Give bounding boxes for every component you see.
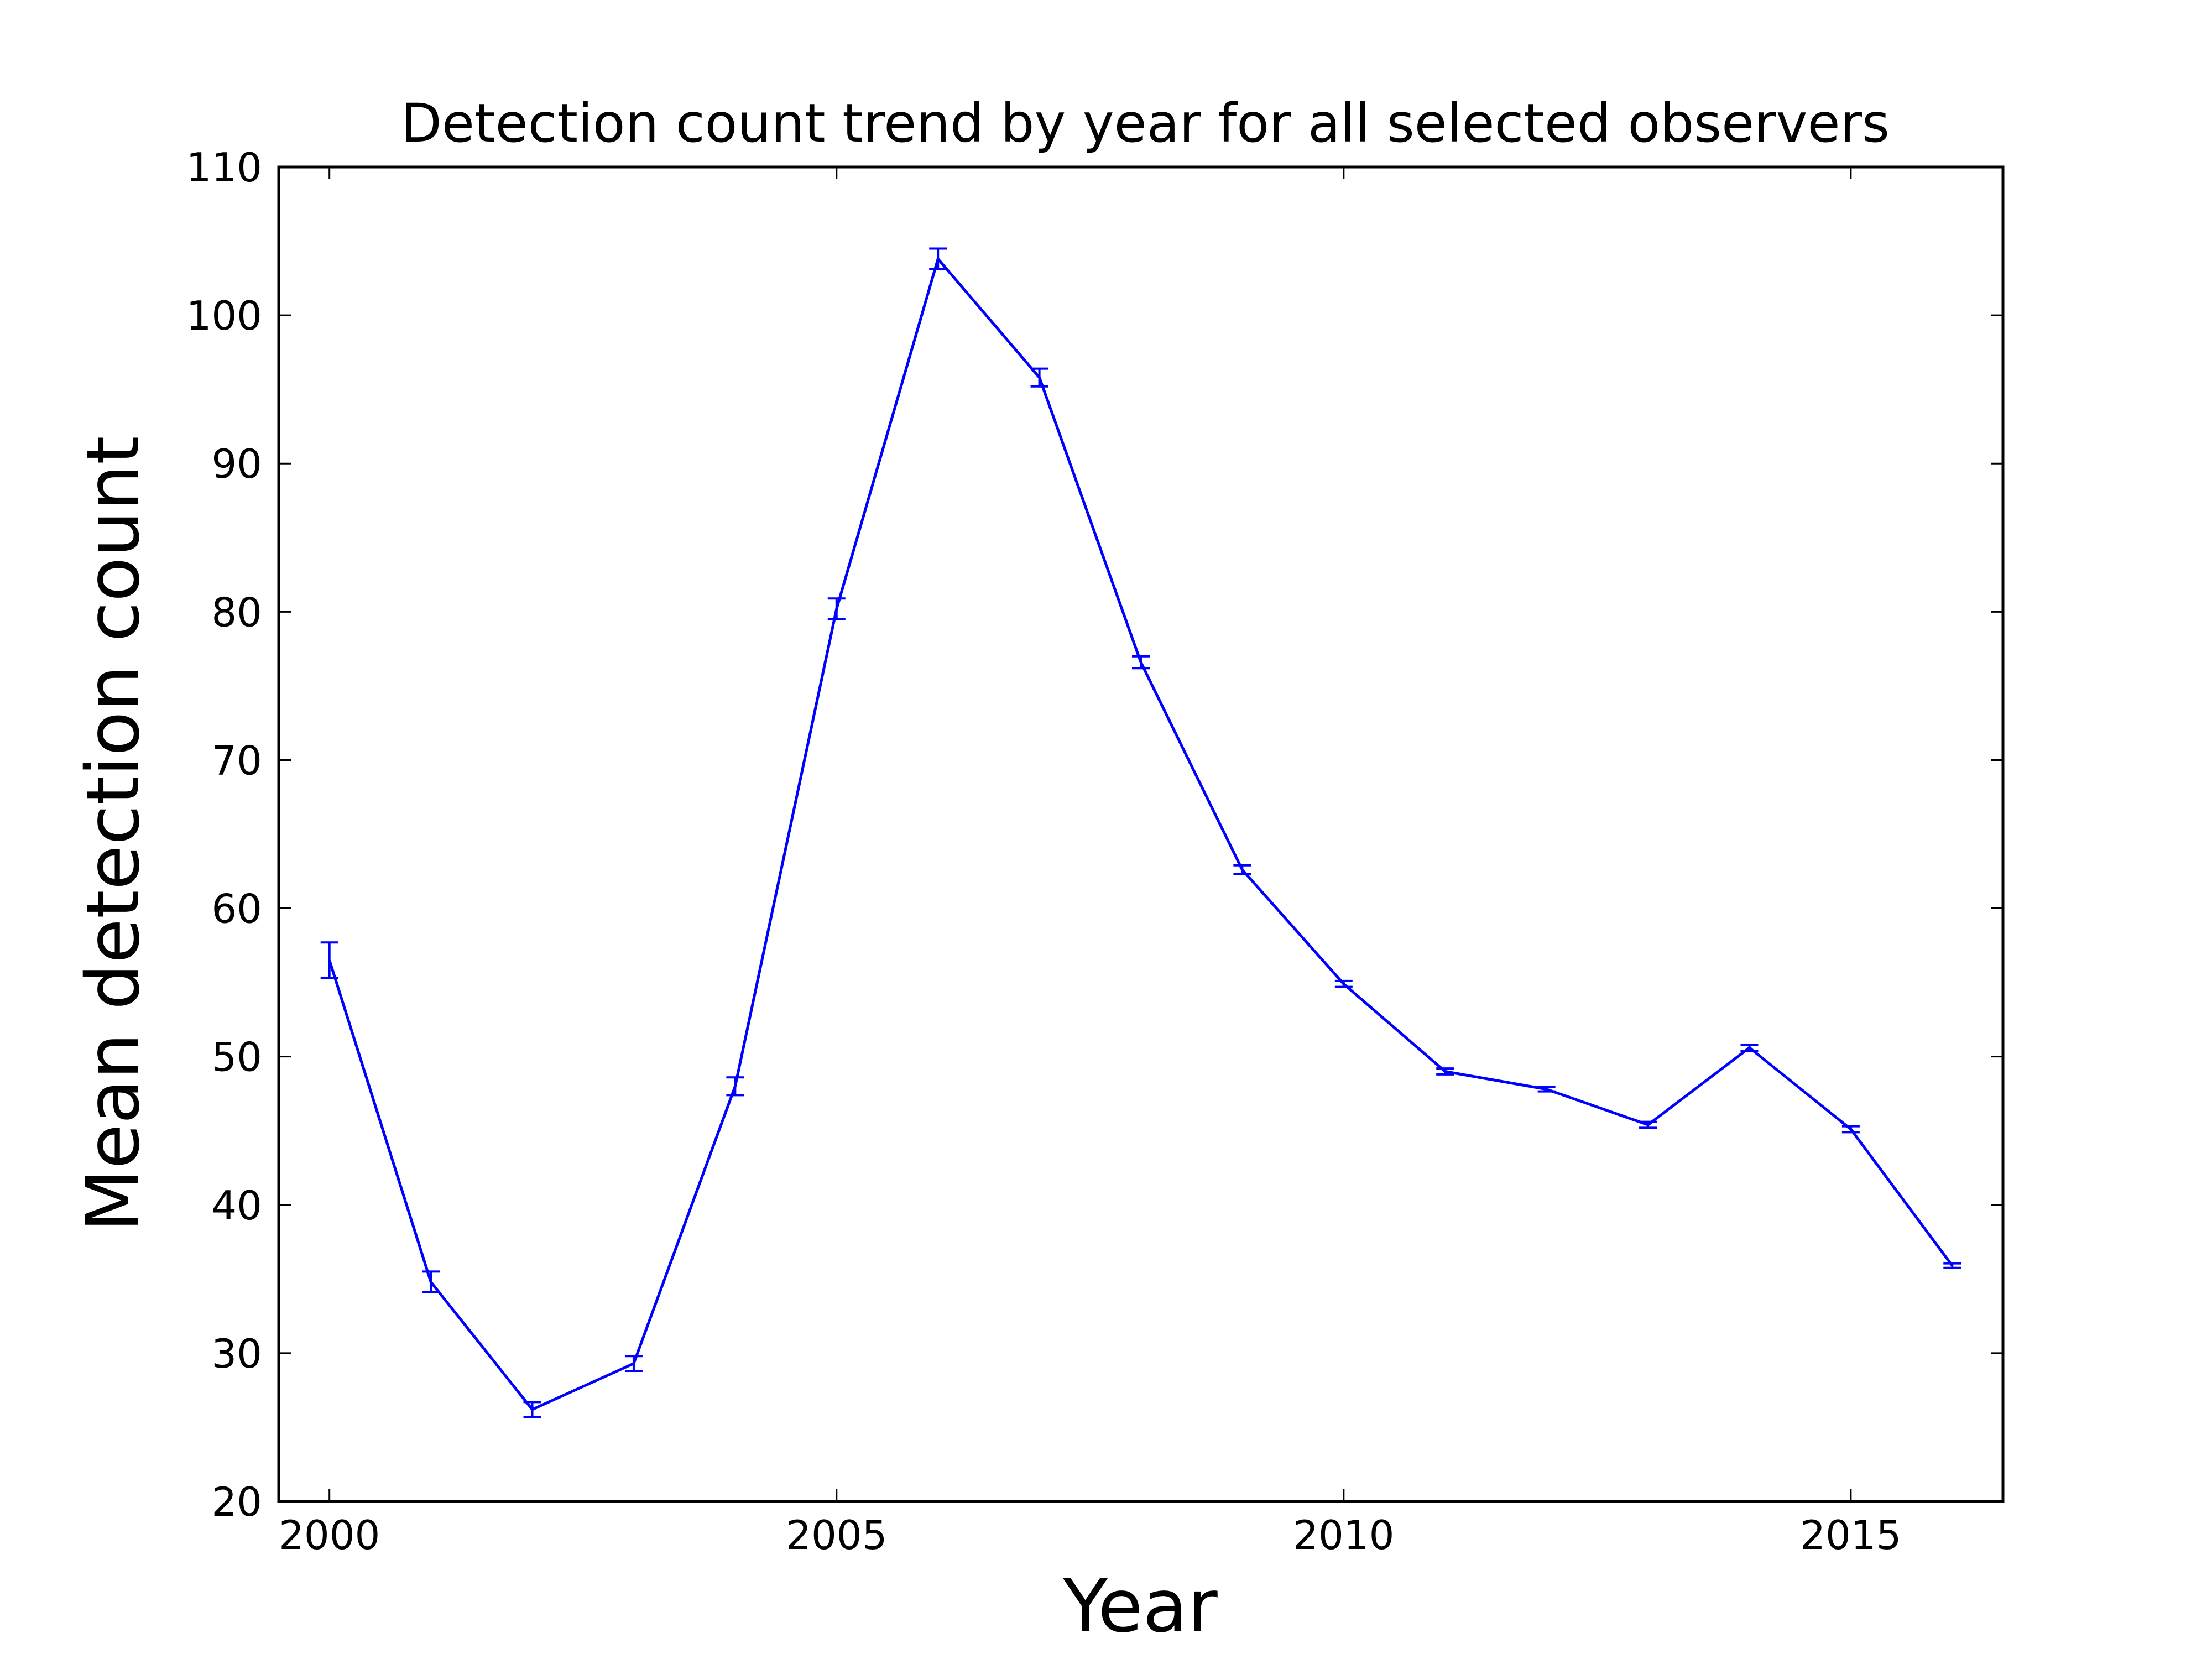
data-point (320, 941, 338, 979)
y-tick-label: 80 (211, 589, 262, 635)
plot-area (320, 247, 1961, 1418)
data-point (523, 1401, 541, 1418)
y-tick-label: 90 (211, 441, 262, 487)
y-tick-label: 100 (186, 293, 262, 339)
y-tick-label: 60 (211, 886, 262, 932)
data-point (827, 597, 846, 620)
x-axis-label: Year (1062, 1564, 1218, 1649)
x-tick-label: 2000 (279, 1512, 380, 1558)
data-point (1233, 864, 1251, 875)
data-point (1132, 655, 1150, 670)
x-tick-label: 2005 (786, 1512, 887, 1558)
x-tick-label: 2015 (1800, 1512, 1901, 1558)
data-point (624, 1355, 643, 1373)
y-tick-label: 110 (186, 144, 262, 191)
data-point (726, 1076, 744, 1097)
x-tick-label: 2010 (1293, 1512, 1394, 1558)
y-tick-label: 70 (211, 737, 262, 784)
y-tick-label: 40 (211, 1182, 262, 1229)
axes-frame (277, 165, 2005, 1503)
data-point (929, 247, 947, 270)
data-point (1740, 1044, 1759, 1052)
data-point (1334, 979, 1353, 988)
data-point (1943, 1262, 1961, 1269)
data-point (422, 1270, 440, 1293)
chart-title: Detection count trend by year for all se… (401, 92, 1890, 154)
data-point (1436, 1067, 1454, 1076)
axis-ticks: 2000 2005 2010 2015 20 30 40 50 60 70 80 90 100 110 (186, 144, 2003, 1558)
data-point (1537, 1086, 1556, 1093)
data-point (1030, 367, 1048, 388)
data-point (1841, 1125, 1860, 1134)
y-tick-label: 50 (211, 1034, 262, 1081)
y-axis-label: Mean detection count (71, 436, 156, 1232)
y-tick-label: 20 (211, 1479, 262, 1525)
data-point (1639, 1120, 1657, 1129)
y-tick-label: 30 (211, 1331, 262, 1377)
